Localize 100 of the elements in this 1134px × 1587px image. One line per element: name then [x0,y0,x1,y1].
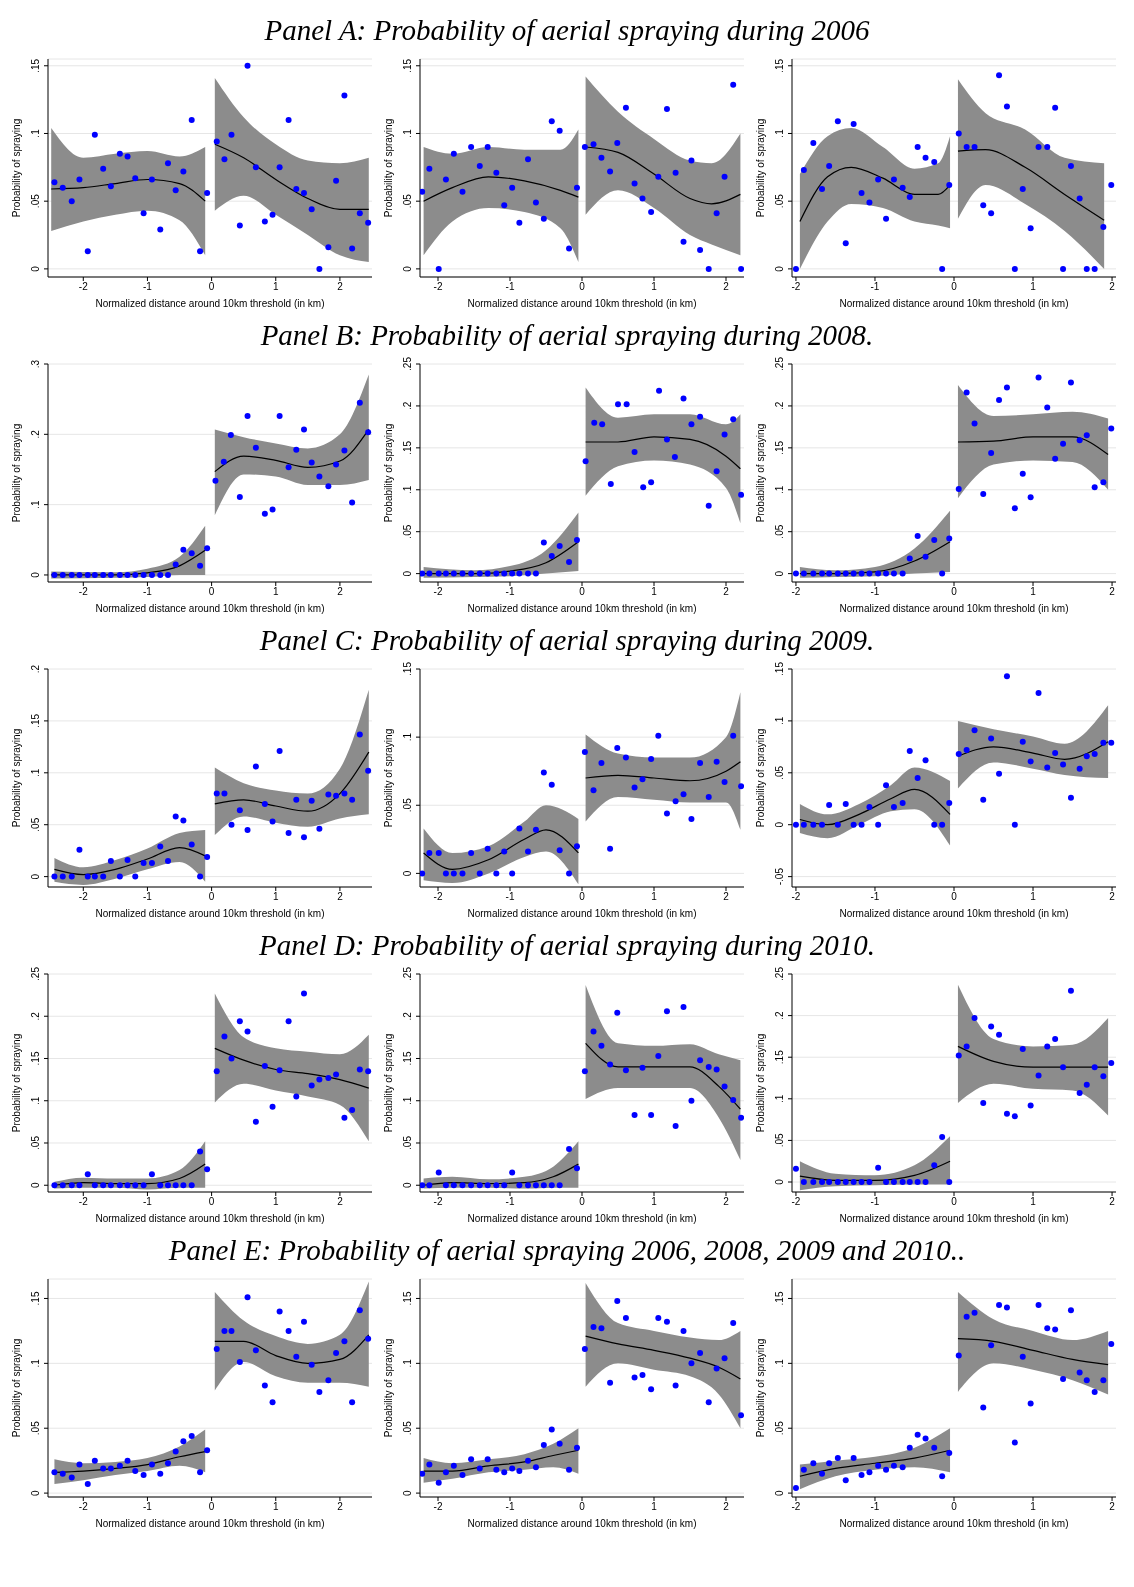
point [842,800,849,807]
y-tick-label: .1 [774,1358,785,1368]
point [204,1166,211,1173]
point [655,1052,662,1059]
point [157,1182,164,1189]
point [607,1379,614,1386]
point [1067,1307,1074,1314]
point [946,181,953,188]
point [501,1469,508,1476]
point [931,1162,938,1169]
point [1027,225,1034,232]
point [59,184,66,191]
y-tick-label: .15 [774,661,785,676]
point [333,1071,340,1078]
point [221,156,228,163]
point [468,144,475,151]
point [548,1182,555,1189]
point [721,1083,728,1090]
point [107,571,114,578]
point [1044,1043,1051,1050]
point [800,1179,807,1186]
point [581,1068,588,1075]
y-tick-label: 0 [402,570,413,577]
x-tick-label: -1 [870,1196,880,1208]
x-tick-label: 2 [337,281,344,293]
point [236,807,243,814]
x-tick-label: 1 [1030,1501,1037,1513]
x-tick-label: -2 [791,1501,801,1513]
point [341,1338,348,1345]
point [914,1431,921,1438]
y-axis-title: Probability of spraying [10,118,22,218]
point [420,1182,426,1189]
point [1052,1035,1059,1042]
y-axis-title: Probability of spraying [754,728,766,828]
point [548,118,555,125]
point [622,1067,629,1074]
x-tick-label: 2 [723,1501,730,1513]
x-tick-label: -2 [433,281,443,293]
y-tick-label: .2 [30,664,41,674]
y-tick-label: .15 [402,661,413,676]
point [655,173,662,180]
point [442,176,449,183]
point [623,401,630,408]
point [459,1182,466,1189]
point [663,1318,670,1325]
point [1060,1375,1067,1382]
point [76,846,83,853]
point [261,218,268,225]
point [157,571,164,578]
point [866,1469,873,1476]
point [988,210,995,217]
point [501,202,508,209]
point [1011,821,1018,828]
point [100,1465,107,1472]
point [148,1461,155,1468]
x-tick-label: 0 [579,586,586,598]
point [713,1066,720,1073]
point [300,1318,307,1325]
x-tick-label: 2 [1109,1501,1116,1513]
point [591,419,598,426]
point [931,821,938,828]
point [672,1123,679,1130]
x-tick-label: -1 [505,586,515,598]
point [963,389,970,396]
point [180,168,187,175]
point [906,194,913,201]
point [1108,181,1115,188]
point [325,1377,332,1384]
point [356,731,363,738]
y-tick-label: .15 [402,58,413,73]
point [316,1388,323,1395]
point [244,1028,251,1035]
point [1035,1301,1042,1308]
point [509,1465,516,1472]
point [1076,1369,1083,1376]
point [573,843,580,850]
y-tick-label: .05 [774,765,785,780]
point [51,179,58,186]
y-tick-label: 0 [774,1489,785,1496]
point [84,248,91,255]
line-series [585,1335,741,1380]
x-tick-label: 2 [1109,586,1116,598]
point [680,1003,687,1010]
point [525,570,531,577]
x-tick-label: 0 [579,1196,586,1208]
point [680,1327,687,1334]
point [688,1360,695,1367]
point [834,821,841,828]
point [971,727,978,734]
point [1083,265,1090,272]
point [899,1464,906,1471]
x-tick-label: 1 [651,1501,658,1513]
y-axis-title: Probability of spraying [754,1033,766,1133]
y-tick-label: 0 [30,571,41,578]
point [276,413,283,420]
x-tick-label: -1 [505,281,515,293]
y-axis-title: Probability of spraying [10,423,22,523]
point [922,1179,929,1186]
point [971,1015,978,1022]
point [614,139,621,146]
